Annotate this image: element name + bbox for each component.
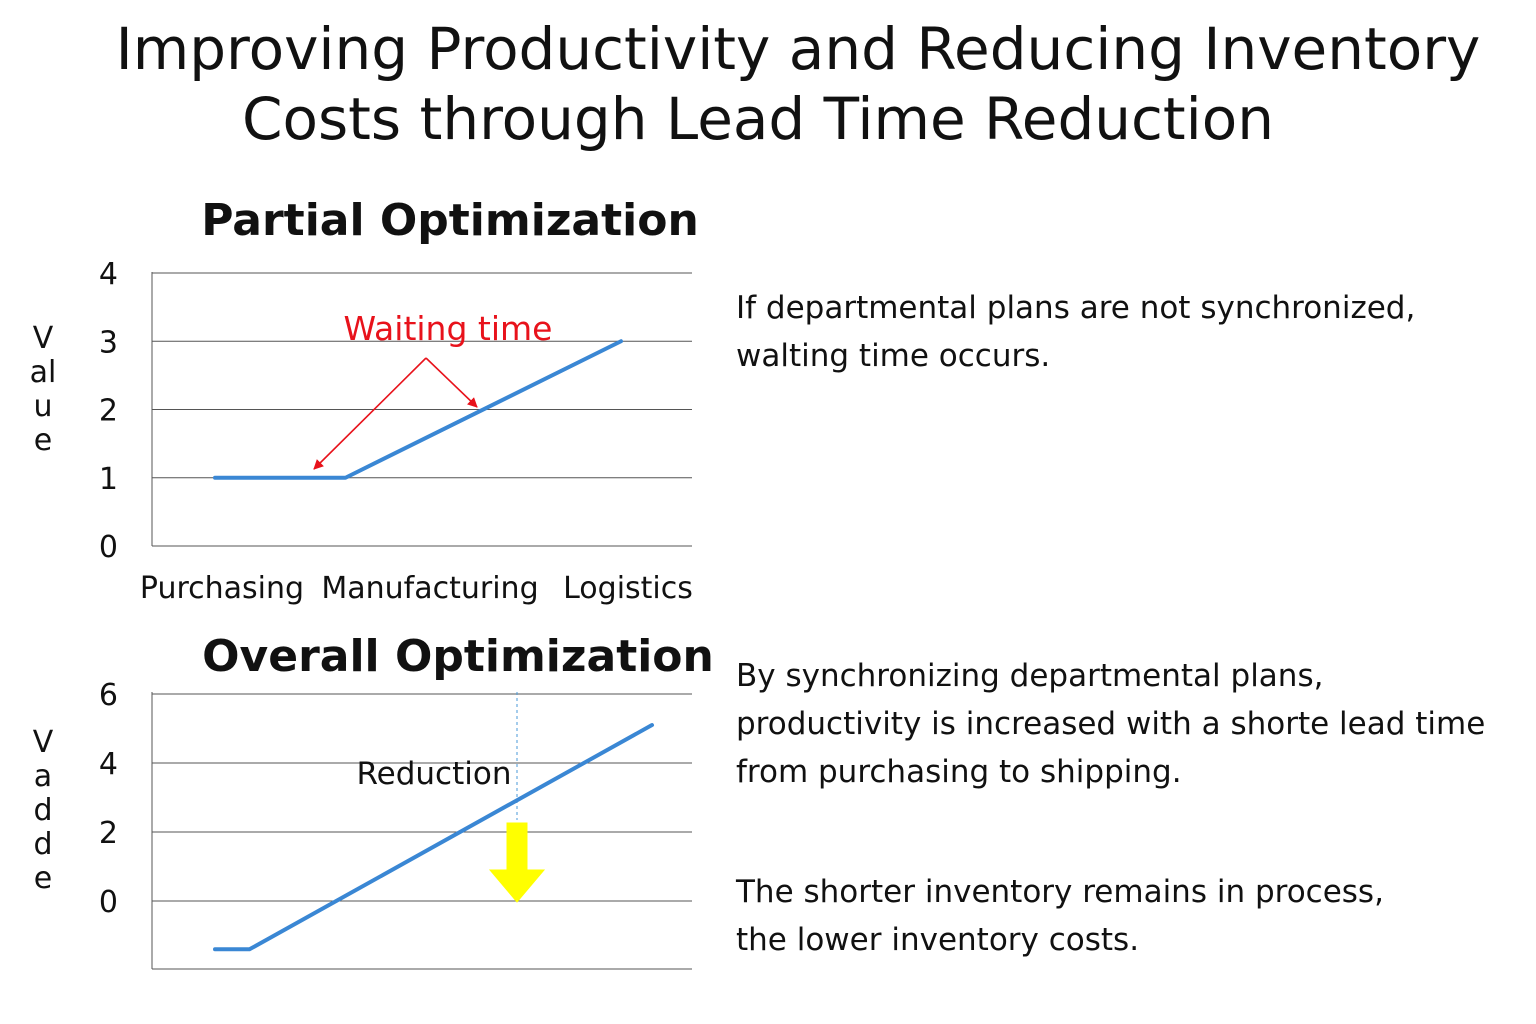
chart-1-category-label: Purchasing [140,571,304,606]
chart-2-ytick-label: 4 [99,747,118,782]
note-overall: By synchronizing departmental plans, pro… [736,658,1486,790]
chart-2-ytick-label: 0 [99,885,118,920]
chart-1-ytick-label: 0 [99,530,118,565]
page-title: Improving Productivity and Reducing Inve… [60,14,1536,154]
note-inventory: The shorter inventory remains in process… [736,874,1384,958]
chart-1-ylabel: Value [29,321,57,458]
chart-1-title: Partial Optimization [201,195,699,246]
chart-1-category-label: Manufacturing [321,571,538,606]
note-partial: If departmental plans are not synchroniz… [736,290,1416,374]
chart-1-annotation-label: Waiting time [344,309,553,348]
chart-2-title: Overall Optimization [202,631,714,682]
chart-partial-optimization: 0 1 2 3 4 Purchasing Manufacturing Logistics Wai… [99,257,693,606]
chart-1-series-line [213,339,623,480]
page-title-line-1: Improving Productivity and Reducing Inve… [115,15,1481,83]
chart-2-ytick-label: 2 [99,816,118,851]
chart-1-ytick-label: 2 [99,394,118,429]
chart-1-ytick-label: 1 [99,462,118,497]
chart-2-reduction-arrow [488,822,546,903]
chart-1-category-label: Logistics [563,571,693,606]
chart-1-annotation-arrow-left [313,357,427,470]
chart-1-ytick-label: 3 [99,325,118,360]
chart-2-ylabel: Vadde [32,725,54,896]
chart-overall-optimization: 0 2 4 6 Reduction [99,678,692,970]
chart-2-ytick-label: 6 [99,678,118,713]
chart-1-annotation-arrow-right [425,357,478,408]
chart-2-annotation-label: Reduction [357,756,512,792]
chart-2-series-line [213,723,654,952]
chart-1-ytick-label: 4 [99,257,118,292]
page-title-line-2: Costs through Lead Time Reduction [241,85,1275,153]
